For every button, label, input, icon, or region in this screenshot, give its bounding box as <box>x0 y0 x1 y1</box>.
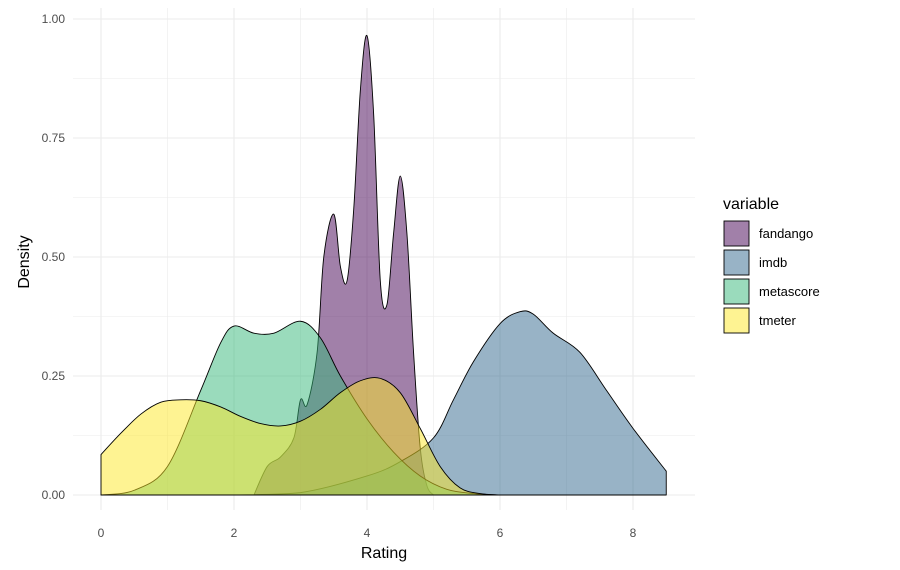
density-area-tmeter <box>100 377 501 496</box>
y-tick-label: 1.00 <box>42 12 66 26</box>
x-tick-labels: 0 2 4 6 8 <box>98 526 637 540</box>
x-tick-label: 2 <box>231 526 238 540</box>
density-areas <box>100 35 667 496</box>
legend-title: variable <box>723 196 779 213</box>
legend-key-imdb <box>723 249 750 276</box>
x-tick-label: 0 <box>98 526 105 540</box>
legend-key-metascore <box>723 278 750 305</box>
x-tick-label: 6 <box>497 526 504 540</box>
y-tick-label: 0.50 <box>42 250 66 264</box>
x-tick-label: 8 <box>630 526 637 540</box>
legend-label-metascore: metascore <box>759 284 820 299</box>
legend-key-tmeter <box>723 307 750 334</box>
y-tick-label: 0.00 <box>42 488 66 502</box>
legend-label-fandango: fandango <box>759 226 813 241</box>
y-tick-label: 0.75 <box>42 131 66 145</box>
legend-key-fandango <box>723 220 750 247</box>
legend-label-tmeter: tmeter <box>759 313 797 328</box>
x-axis-title: Rating <box>361 545 407 562</box>
y-axis-title: Density <box>16 235 33 288</box>
x-tick-label: 4 <box>364 526 371 540</box>
legend-label-imdb: imdb <box>759 255 787 270</box>
y-tick-label: 0.25 <box>42 369 66 383</box>
y-tick-labels: 0.00 0.25 0.50 0.75 1.00 <box>42 12 66 502</box>
legend: variable fandango imdb metascore tmeter <box>723 196 820 334</box>
